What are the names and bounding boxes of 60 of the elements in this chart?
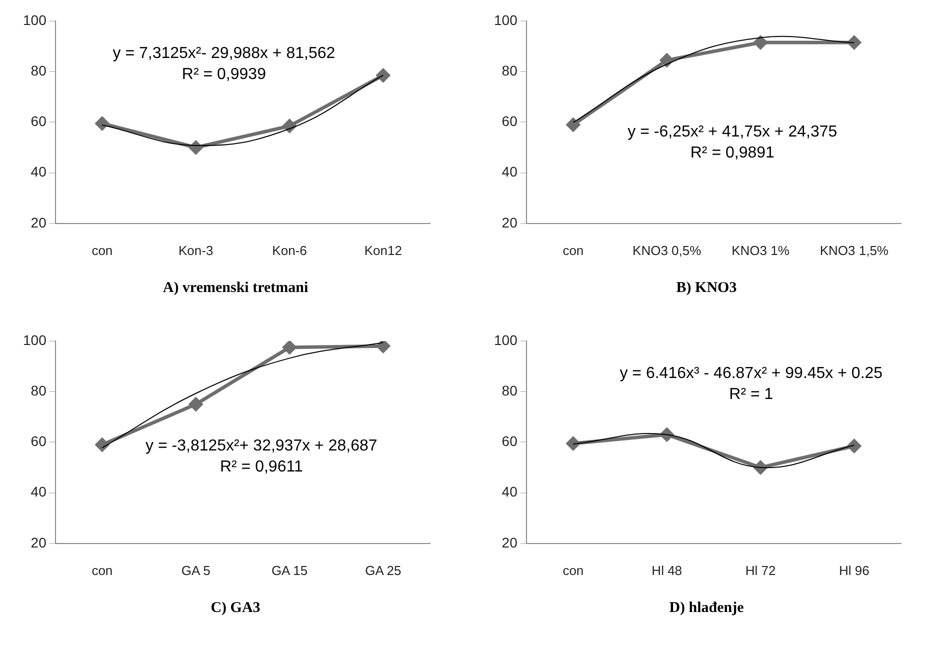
y-tick-label: 20 xyxy=(502,214,518,230)
y-tick-label: 20 xyxy=(30,214,47,230)
y-tick-label: 60 xyxy=(502,433,518,450)
y-tick-label: 40 xyxy=(502,484,518,500)
text: A) vremenski tretmani xyxy=(162,280,310,297)
x-tick-label: con xyxy=(92,562,113,578)
x-tick-label: GA 5 xyxy=(181,562,210,578)
x-tick-label: Hl 96 xyxy=(838,562,870,578)
y-tick-label: 20 xyxy=(502,534,518,550)
annotation: R² = 1 xyxy=(729,386,774,403)
annotation: R² = 0,9891 xyxy=(690,144,775,162)
point xyxy=(376,68,390,82)
point xyxy=(660,53,674,67)
annotation: R² = 0,9611 xyxy=(220,458,303,476)
x-tick-label: con xyxy=(562,242,584,258)
point xyxy=(95,116,109,130)
annotation: y = -3,8125x²+ 32,937x + 28,687 xyxy=(146,438,378,455)
annotation: y = -6,25x² + 41,75x + 24,375 xyxy=(628,124,838,141)
y-tick-label: 40 xyxy=(30,164,47,180)
point xyxy=(282,341,296,354)
text: C) GA3 xyxy=(210,600,262,617)
point xyxy=(847,439,861,453)
x-tick-label: Hl 48 xyxy=(652,562,682,578)
text: B) KNO3 xyxy=(675,280,738,297)
x-tick-label: con xyxy=(562,562,584,578)
x-tick-label: Kon12 xyxy=(364,242,402,258)
y-tick-label: 40 xyxy=(502,164,518,180)
annotation: R² = 0,9939 xyxy=(182,66,266,83)
y-tick-label: 60 xyxy=(30,433,47,450)
y-tick-label: 80 xyxy=(30,62,47,78)
annotation: y = 7,3125x²- 29,988x + 81,562 xyxy=(112,44,336,62)
point xyxy=(754,36,768,50)
point xyxy=(95,438,109,452)
x-tick-label: KNO3 1,5% xyxy=(820,242,889,258)
point xyxy=(189,398,203,411)
y-tick-label: 100 xyxy=(494,12,518,28)
y-tick-label: 20 xyxy=(30,534,47,550)
text: D) hlađenje xyxy=(668,600,745,617)
x-tick-label: KNO3 1% xyxy=(732,242,790,258)
x-tick-label: Kon-6 xyxy=(272,242,307,258)
point xyxy=(566,436,580,450)
y-tick-label: 80 xyxy=(30,382,47,398)
y-tick-label: 40 xyxy=(30,484,47,500)
point xyxy=(566,118,580,132)
y-tick-label: 80 xyxy=(502,382,518,398)
y-tick-label: 100 xyxy=(23,332,47,348)
y-tick-label: 80 xyxy=(502,62,518,78)
annotation: y = 6.416x³ - 46.87x² + 99.45x + 0.25 xyxy=(620,364,883,382)
x-tick-label: Hl 72 xyxy=(745,562,776,578)
y-tick-label: 100 xyxy=(23,12,47,28)
x-tick-label: Kon-3 xyxy=(178,242,214,258)
x-tick-label: con xyxy=(92,242,113,258)
point xyxy=(847,36,861,50)
x-tick-label: GA 15 xyxy=(271,562,308,578)
point xyxy=(376,341,390,353)
y-tick-label: 100 xyxy=(494,332,518,348)
x-tick-label: KNO3 0,5% xyxy=(632,242,702,258)
y-tick-label: 60 xyxy=(30,113,47,130)
y-tick-label: 60 xyxy=(502,113,518,130)
x-tick-label: GA 25 xyxy=(365,562,402,578)
